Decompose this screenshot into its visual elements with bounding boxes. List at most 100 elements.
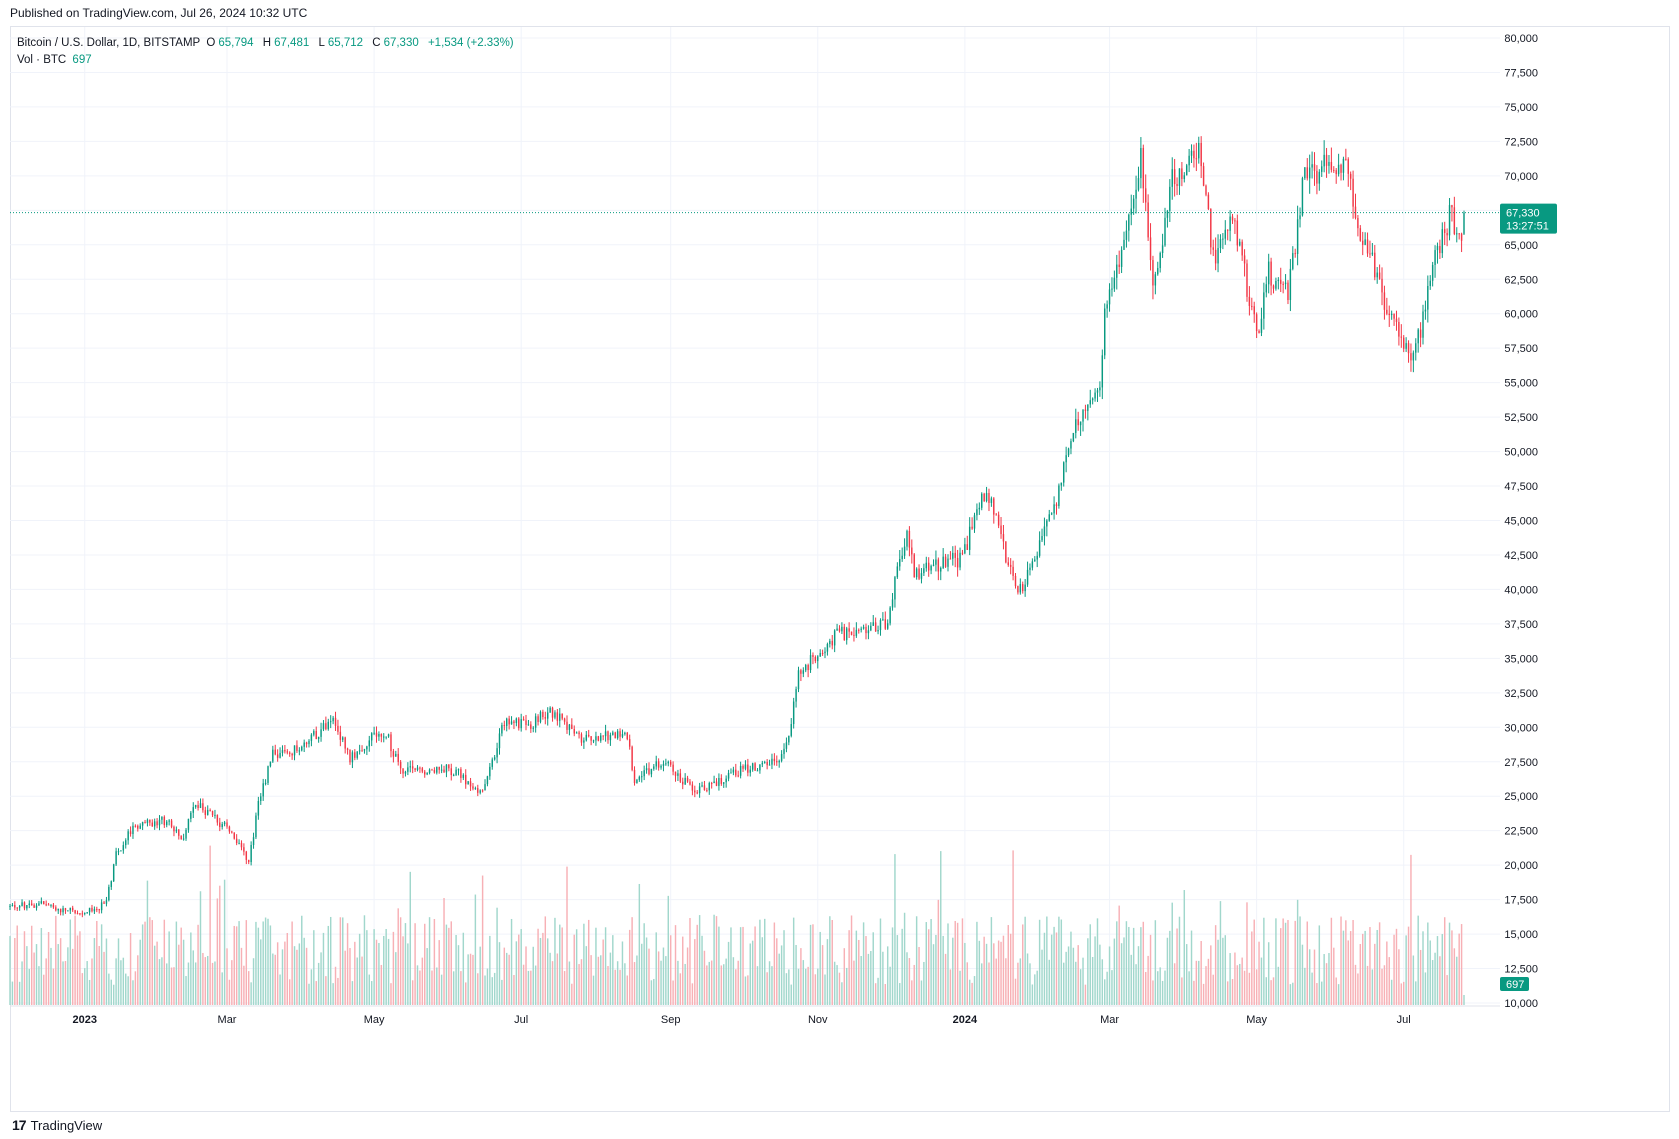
- candle-body: [1330, 161, 1333, 170]
- y-tick-label: 57,500: [1504, 343, 1538, 355]
- volume-tag-value: 697: [1506, 979, 1524, 991]
- candle-body: [108, 886, 110, 901]
- volume-bar: [968, 979, 971, 1005]
- candle-body: [1342, 158, 1345, 173]
- volume-bar: [216, 898, 219, 1005]
- volume-bar: [607, 966, 609, 1005]
- candle-body: [445, 764, 448, 773]
- volume-bar: [995, 958, 997, 1005]
- volume-bar: [235, 926, 238, 1005]
- volume-bar: [1308, 949, 1311, 1005]
- candle-body: [1205, 185, 1207, 195]
- volume-bar: [1190, 930, 1193, 1005]
- volume-bar: [1446, 975, 1448, 1005]
- volume-bar: [1200, 941, 1202, 1005]
- volume-bar: [313, 930, 315, 1005]
- volume-bar: [595, 927, 597, 1005]
- candle-body: [252, 837, 255, 845]
- volume-bar: [1349, 931, 1352, 1005]
- x-tick-label: May: [1246, 1014, 1267, 1026]
- volume-bar: [841, 982, 843, 1005]
- volume-bar: [484, 975, 486, 1005]
- volume-bar: [1306, 921, 1308, 1005]
- candle-body: [1181, 168, 1183, 180]
- volume-bar: [1234, 952, 1236, 1005]
- volume-bar: [1456, 956, 1458, 1005]
- candle-body: [1260, 318, 1263, 333]
- volume-bar: [86, 961, 88, 1005]
- volume-bar: [1212, 974, 1214, 1005]
- candle-body: [624, 732, 626, 735]
- volume-bar: [1149, 934, 1152, 1005]
- volume-bar: [1318, 925, 1321, 1005]
- volume-bar: [351, 981, 354, 1005]
- candle-body: [137, 825, 139, 829]
- candle-body: [1014, 575, 1017, 587]
- candle-body: [351, 752, 354, 763]
- candle-body: [281, 750, 284, 753]
- volume-bar: [211, 962, 214, 1005]
- volume-bar: [199, 891, 202, 1005]
- volume-bar: [1002, 935, 1005, 1005]
- footer-brand[interactable]: 17 TradingView: [12, 1117, 102, 1133]
- volume-bar: [679, 973, 682, 1005]
- candle-body: [153, 821, 156, 827]
- candle-body: [1248, 296, 1251, 306]
- volume-bar: [812, 924, 814, 1005]
- candle-body: [320, 729, 322, 737]
- volume-bar: [125, 973, 127, 1005]
- volume-bar: [1007, 925, 1009, 1005]
- volume-bar: [233, 925, 235, 1005]
- candle-body: [38, 903, 40, 906]
- volume-bar: [1050, 934, 1053, 1005]
- candle-body: [250, 844, 252, 863]
- volume-bar: [1345, 920, 1347, 1005]
- volume-bar: [1000, 941, 1002, 1005]
- high-label: H: [262, 37, 272, 49]
- candle-body: [568, 724, 571, 730]
- volume-bar: [9, 936, 11, 1005]
- candle-body: [1427, 285, 1429, 310]
- volume-bar: [250, 982, 252, 1005]
- candle-body: [542, 711, 544, 718]
- volume-bar: [792, 917, 795, 1005]
- candle-body: [657, 761, 660, 768]
- volume-bar: [272, 953, 274, 1005]
- candle-body: [1443, 229, 1446, 233]
- candle-body: [361, 750, 363, 752]
- volume-bar: [537, 928, 539, 1005]
- candle-body: [966, 544, 969, 550]
- candle-body: [115, 851, 117, 865]
- y-tick-label: 75,000: [1504, 102, 1538, 114]
- volume-bar: [1304, 967, 1306, 1005]
- volume-bar: [894, 854, 896, 1005]
- volume-bar: [532, 946, 534, 1005]
- candle-body: [1436, 245, 1439, 251]
- volume-bar: [260, 939, 262, 1005]
- volume-bar: [1157, 971, 1159, 1005]
- volume-bar: [1410, 854, 1412, 1005]
- candle-body: [1087, 404, 1089, 411]
- volume-bar: [356, 957, 358, 1005]
- open-value: 65,794: [218, 37, 254, 49]
- volume-bar: [554, 917, 556, 1005]
- volume-bar: [944, 953, 947, 1005]
- volume-bar: [981, 963, 983, 1005]
- candle-body: [57, 908, 59, 911]
- volume-bar: [16, 925, 18, 1005]
- volume-bar: [137, 955, 139, 1005]
- volume-bar: [882, 951, 884, 1005]
- candle-body: [356, 751, 358, 758]
- volume-bar: [698, 915, 701, 1005]
- volume-bar: [1415, 981, 1417, 1005]
- candle-body: [901, 555, 903, 560]
- candle-body: [956, 557, 959, 568]
- candle-body: [981, 493, 983, 508]
- volume-bar: [349, 948, 351, 1005]
- candle-body: [332, 717, 334, 722]
- candle-body: [906, 530, 908, 547]
- volume-bar: [1188, 971, 1190, 1005]
- volume-bar: [1060, 919, 1063, 1005]
- volume-bar: [178, 944, 180, 1005]
